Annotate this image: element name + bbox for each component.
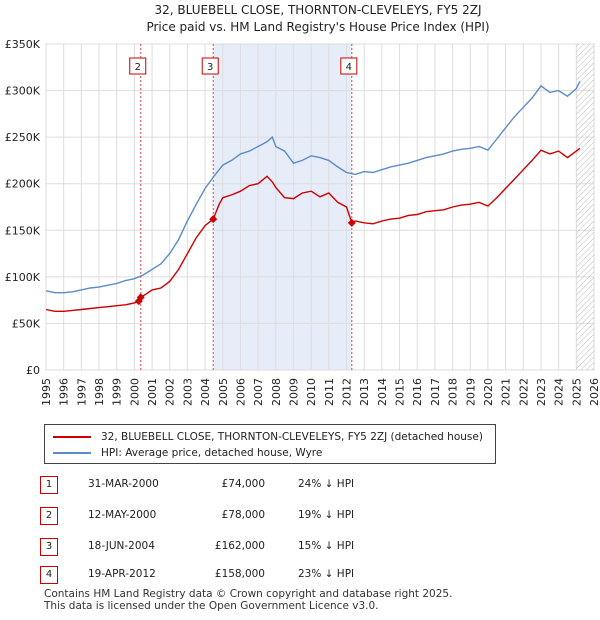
marker-box — [129, 57, 147, 75]
forecast-hatch — [576, 44, 594, 370]
x-tick-label: 2016 — [411, 378, 424, 406]
marker-box — [201, 57, 219, 75]
transaction-number: 1 — [40, 476, 58, 494]
transaction-number: 2 — [40, 507, 58, 525]
footer: Contains HM Land Registry data © Crown c… — [44, 588, 452, 612]
x-tick-label: 2017 — [429, 378, 442, 406]
sale-point — [347, 218, 356, 227]
y-tick-label: £100K — [5, 271, 41, 284]
x-tick-label: 2007 — [252, 378, 265, 406]
marker-label: 2 — [135, 62, 141, 73]
transaction-price: £74,000 — [221, 478, 265, 490]
hpi-series-line — [45, 80, 581, 294]
transaction-price: £158,000 — [214, 568, 265, 580]
transaction-hpi: 19% ↓ HPI — [298, 509, 355, 521]
x-tick-label: 1995 — [40, 378, 53, 406]
x-tick-label: 2011 — [323, 378, 336, 406]
x-tick-label: 2023 — [535, 378, 548, 406]
sale-point — [136, 293, 145, 302]
x-tick-label: 2020 — [482, 378, 495, 406]
x-tick-label: 2009 — [287, 378, 300, 406]
transaction-number: 4 — [40, 566, 58, 584]
x-tick-label: 2006 — [234, 378, 247, 406]
y-tick-label: £0 — [26, 364, 40, 377]
y-tick-label: £50K — [12, 317, 41, 330]
legend-label-property: 32, BLUEBELL CLOSE, THORNTON-CLEVELEYS, … — [101, 431, 483, 443]
legend-item-property: 32, BLUEBELL CLOSE, THORNTON-CLEVELEYS, … — [53, 430, 483, 444]
x-tick-label: 2004 — [199, 378, 212, 406]
x-tick-label: 2010 — [305, 378, 318, 406]
transaction-date: 31-MAR-2000 — [88, 478, 159, 490]
price-chart: 32, BLUEBELL CLOSE, THORNTON-CLEVELEYS, … — [5, 3, 600, 406]
x-tick-label: 1998 — [93, 378, 106, 406]
x-tick-label: 2022 — [517, 378, 530, 406]
transaction-hpi: 15% ↓ HPI — [298, 540, 355, 552]
y-tick-label: £150K — [5, 224, 41, 237]
y-tick-label: £250K — [5, 131, 41, 144]
x-tick-label: 2002 — [164, 378, 177, 406]
x-tick-label: 2005 — [217, 378, 230, 406]
x-tick-label: 2025 — [570, 378, 583, 406]
marker-label: 4 — [346, 62, 352, 73]
x-tick-label: 2014 — [376, 378, 389, 406]
footer-copyright: Contains HM Land Registry data © Crown c… — [44, 588, 453, 600]
chart-title: 32, BLUEBELL CLOSE, THORNTON-CLEVELEYS, … — [154, 3, 481, 17]
marker-label: 3 — [207, 62, 213, 73]
legend: 32, BLUEBELL CLOSE, THORNTON-CLEVELEYS, … — [44, 424, 496, 464]
x-tick-label: 2013 — [358, 378, 371, 406]
transaction-date: 19-APR-2012 — [88, 568, 156, 580]
transaction-date: 18-JUN-2004 — [88, 540, 155, 552]
x-tick-label: 1997 — [75, 378, 88, 406]
sale-point — [209, 215, 218, 224]
x-tick-label: 2015 — [394, 378, 407, 406]
transaction-hpi: 23% ↓ HPI — [298, 568, 355, 580]
transaction-date: 12-MAY-2000 — [88, 509, 157, 521]
transaction-hpi: 24% ↓ HPI — [298, 478, 355, 490]
legend-swatch-property — [53, 436, 91, 438]
x-tick-label: 2021 — [500, 378, 513, 406]
legend-item-hpi: HPI: Average price, detached house, Wyre — [53, 446, 322, 460]
marker-box — [340, 57, 358, 75]
y-tick-label: £350K — [5, 38, 41, 51]
footer-licence: This data is licensed under the Open Gov… — [44, 600, 379, 612]
highlight-band — [213, 44, 352, 370]
legend-swatch-hpi — [53, 452, 91, 454]
y-tick-label: £300K — [5, 85, 41, 98]
x-tick-label: 2000 — [128, 378, 141, 406]
x-tick-label: 2003 — [181, 378, 194, 406]
x-tick-label: 1999 — [111, 378, 124, 406]
x-tick-label: 2018 — [447, 378, 460, 406]
y-tick-label: £200K — [5, 178, 41, 191]
x-tick-label: 2008 — [270, 378, 283, 406]
x-tick-label: 2019 — [464, 378, 477, 406]
chart-subtitle: Price paid vs. HM Land Registry's House … — [146, 20, 489, 34]
x-tick-label: 1996 — [58, 378, 71, 406]
legend-label-hpi: HPI: Average price, detached house, Wyre — [101, 447, 323, 459]
transaction-price: £78,000 — [221, 509, 265, 521]
x-tick-label: 2026 — [588, 378, 600, 406]
x-tick-label: 2001 — [146, 378, 159, 406]
transaction-price: £162,000 — [214, 540, 265, 552]
transaction-number: 3 — [40, 538, 58, 556]
x-tick-label: 2012 — [341, 378, 354, 406]
x-tick-label: 2024 — [553, 378, 566, 406]
